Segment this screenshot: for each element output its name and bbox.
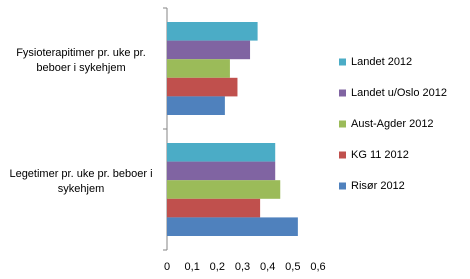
legend-swatch bbox=[339, 89, 346, 97]
y-tick-label: Fysioterapitimer pr. uke pr. beboer i sy… bbox=[16, 46, 146, 74]
bar bbox=[167, 143, 276, 162]
x-tick-label: 0,5 bbox=[285, 261, 300, 273]
bar bbox=[167, 22, 258, 41]
bar bbox=[167, 217, 298, 236]
x-tick-label: 0,1 bbox=[185, 261, 200, 273]
bar bbox=[167, 59, 230, 78]
bar bbox=[167, 77, 238, 97]
legend-label: Risør 2012 bbox=[351, 180, 405, 192]
legend-label: KG 11 2012 bbox=[351, 149, 409, 161]
legend-swatch bbox=[339, 120, 346, 128]
legend-label: Landet u/Oslo 2012 bbox=[351, 87, 447, 99]
bar bbox=[167, 198, 261, 218]
x-tick-label: 0,6 bbox=[310, 261, 325, 273]
bar bbox=[167, 161, 276, 181]
legend-swatch bbox=[339, 151, 346, 159]
legend-swatch bbox=[339, 182, 346, 190]
x-tick-label: 0,3 bbox=[235, 261, 250, 273]
x-tick-label: 0,4 bbox=[260, 261, 275, 273]
x-tick-label: 0,2 bbox=[210, 261, 225, 273]
legend-label: Landet 2012 bbox=[351, 56, 412, 68]
y-tick-label: Legetimer pr. uke pr. beboer i sykehjem bbox=[9, 167, 153, 195]
bar bbox=[167, 40, 251, 60]
legend-label: Aust-Agder 2012 bbox=[351, 118, 434, 130]
bar bbox=[167, 96, 225, 115]
legend-swatch bbox=[339, 58, 346, 66]
bar bbox=[167, 180, 281, 199]
x-tick-label: 0 bbox=[164, 261, 170, 273]
